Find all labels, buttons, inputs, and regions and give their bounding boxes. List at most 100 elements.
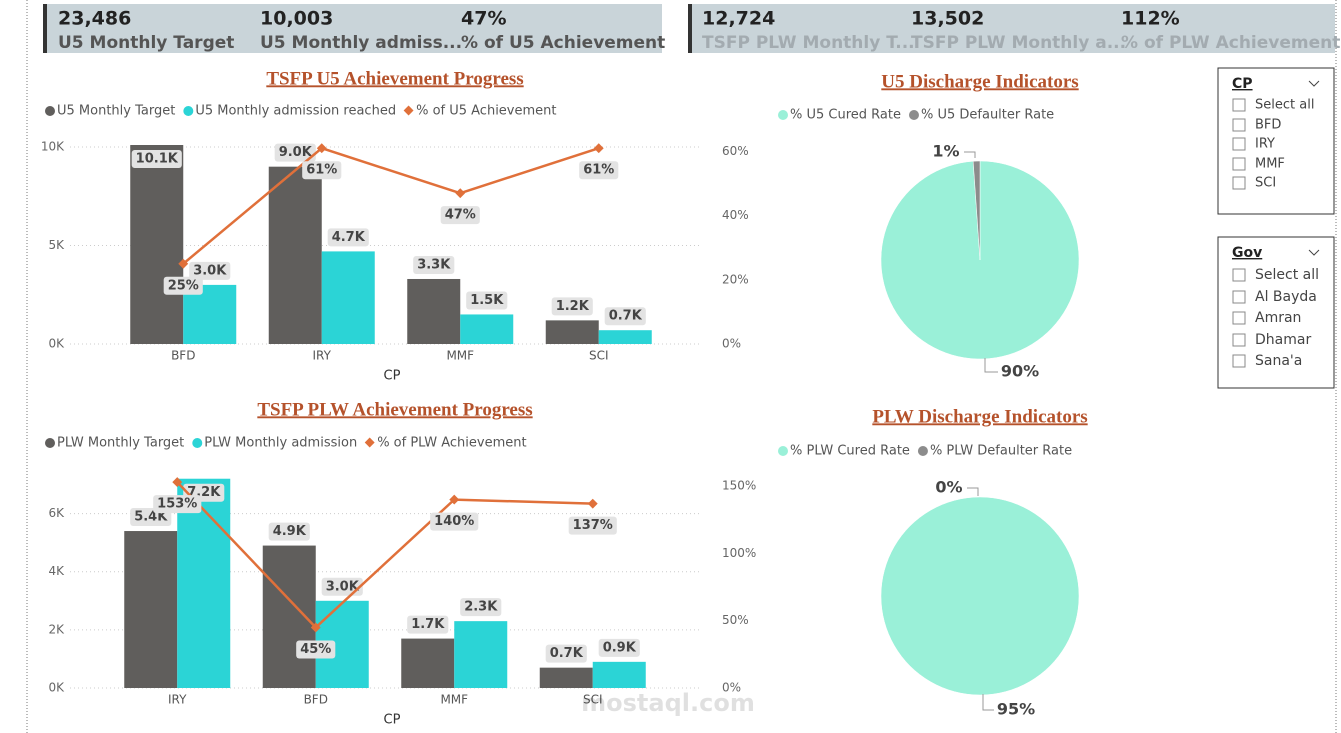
legend-label: % of PLW Achievement [377,436,526,451]
kpi-accent [688,4,692,53]
data-label: 61% [583,163,614,178]
legend-label: % PLW Cured Rate [790,444,910,459]
x-tick-label: MMF [440,693,468,707]
data-label: 3.0K [326,579,360,594]
y2-tick-label: 150% [722,479,756,493]
kpi-value: 23,486 [58,8,131,30]
bar [454,621,508,688]
bar [401,638,455,688]
legend-marker [403,105,414,116]
leader-line [984,358,998,373]
checkbox[interactable] [1232,290,1246,304]
legend-marker [192,438,203,448]
checkbox[interactable] [1232,98,1246,112]
label-bg [302,161,342,180]
label-bg [321,577,363,596]
label-bg [430,512,479,531]
data-label: 140% [434,514,474,529]
y-tick-label: 2K [48,622,65,636]
kpi-card [688,4,1335,53]
slicer-item[interactable]: IRY [1255,137,1275,152]
bar [539,667,593,688]
legend-label: % of U5 Achievement [416,104,556,119]
data-label: 3.3K [417,257,451,272]
legend-marker [917,446,928,456]
legend-label: U5 Monthly admission reached [195,104,396,119]
y2-tick-label: 50% [722,613,749,627]
slicer-item[interactable]: Amran [1255,310,1301,326]
x-axis-title: CP [384,713,401,728]
line [182,146,600,265]
bar [130,145,184,344]
bar [124,531,178,688]
slicer-item[interactable]: Dhamar [1255,332,1311,348]
slicer-title: Gov [1232,245,1262,261]
bar [598,330,652,344]
checkbox[interactable] [1232,354,1246,368]
chart-title: PLW Discharge Indicators [872,406,1087,427]
legend-label: % PLW Defaulter Rate [930,444,1072,459]
kpi-value: 112% [1121,8,1180,30]
slicer-item[interactable]: Sana'a [1255,353,1302,369]
checkbox[interactable] [1232,118,1246,132]
label-bg [466,291,508,310]
slicer-item[interactable]: Select all [1255,98,1314,113]
y-tick-label: 4K [48,564,65,578]
data-label: 5.4K [134,510,168,525]
slicer-item[interactable]: Select all [1255,267,1319,283]
kpi-label: U5 Monthly admiss... [260,33,462,53]
y2-tick-label: 0% [722,337,741,351]
x-tick-label: SCI [589,349,609,363]
bar [321,251,375,344]
chart-title: TSFP PLW Achievement Progress [257,399,532,420]
data-label: 4.7K [332,230,366,245]
checkbox[interactable] [1232,268,1246,282]
slicer-item[interactable]: MMF [1255,157,1285,172]
watermark: mostaql.com [581,689,755,717]
slicer-item[interactable]: BFD [1255,118,1281,133]
label-bg [296,640,336,659]
legend-marker [778,110,788,120]
label-bg [407,615,449,634]
slicer-chevron[interactable] [1308,80,1320,87]
legend-marker [45,438,55,448]
data-label: 2.3K [464,600,498,615]
data-label: 10.1K [136,152,179,167]
y-tick-label: 10K [41,139,65,153]
label-bg [413,255,455,274]
checkbox[interactable] [1232,157,1246,171]
line-point [172,477,183,488]
legend-marker [908,110,919,120]
checkbox[interactable] [1232,137,1246,151]
kpi-label: % of U5 Achievement [461,33,665,53]
bar [262,545,316,688]
bar [460,314,514,344]
checkbox[interactable] [1232,311,1246,325]
slicer-item[interactable]: Al Bayda [1255,289,1317,305]
data-label: 61% [306,163,337,178]
data-label: 0.7K [609,309,643,324]
data-label: 1.2K [556,299,590,314]
label-bg [189,261,231,280]
slicer-chevron[interactable] [1308,249,1320,256]
data-label: 1.5K [470,293,504,308]
label-bg [551,297,593,316]
data-label: 153% [157,497,197,512]
label-bg [153,495,202,514]
x-tick-label: IRY [313,349,332,363]
legend-marker [183,106,194,116]
label-bg [274,143,316,162]
checkbox[interactable] [1232,333,1246,347]
label-bg [327,228,369,247]
x-tick-label: IRY [168,693,187,707]
line-point [593,143,604,154]
slicer-item[interactable]: SCI [1255,176,1276,191]
y2-tick-label: 0% [722,681,741,695]
label-bg [598,638,640,657]
data-label: 45% [300,642,331,657]
data-label: 137% [573,518,613,533]
leader-line [967,487,979,496]
y-tick-label: 0K [48,337,65,351]
checkbox[interactable] [1232,176,1246,190]
kpi-label: TSFP PLW Monthly T... [702,33,915,53]
